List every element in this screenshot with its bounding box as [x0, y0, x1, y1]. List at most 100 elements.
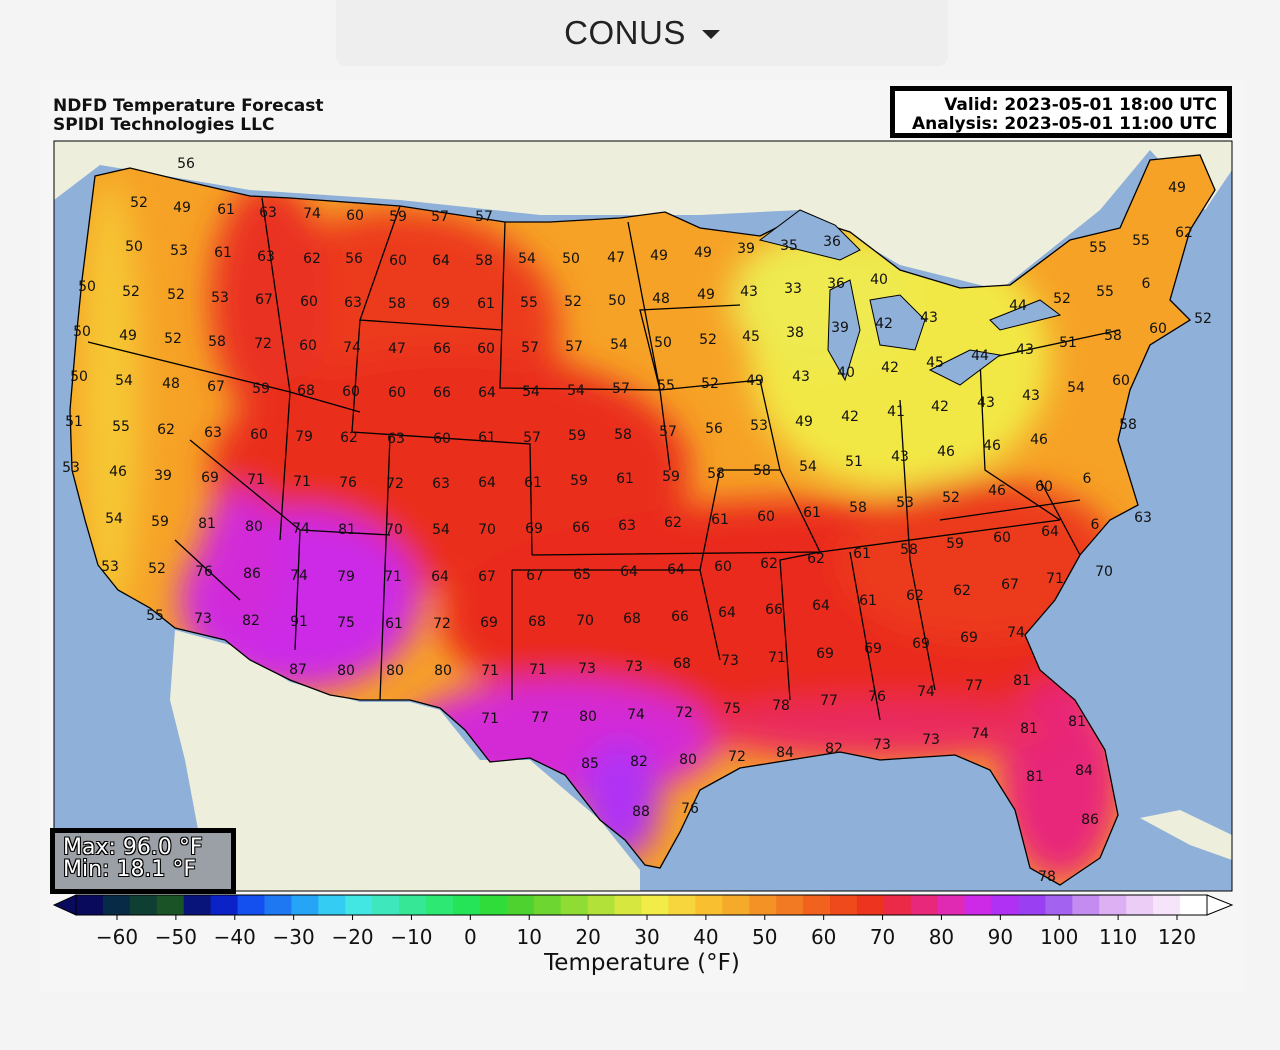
- temperature-label: 58: [849, 500, 867, 516]
- temperature-label: 59: [389, 209, 407, 225]
- forecast-figure: 56 52 49 61 63 74 60 59 57 57 50 53 61 63 62 56 60 64 58 54…: [40, 80, 1244, 992]
- temperature-label: 47: [388, 341, 406, 357]
- temperature-label: 43: [740, 284, 758, 300]
- temperature-label: 36: [823, 234, 841, 250]
- temperature-label: 39: [154, 468, 172, 484]
- temperature-label: 43: [977, 395, 995, 411]
- temperature-label: 60: [757, 509, 775, 525]
- temperature-label: 67: [1001, 577, 1019, 593]
- max-value: Max: 96.0 °F: [63, 835, 203, 860]
- temperature-label: 70: [576, 613, 594, 629]
- temperature-label: 56: [705, 421, 723, 437]
- temperature-label: 81: [338, 522, 356, 538]
- temperature-label: 55: [657, 378, 675, 394]
- temperature-label: 59: [252, 381, 270, 397]
- temperature-label: 39: [737, 241, 755, 257]
- colorbar-segment: [695, 895, 723, 915]
- temperature-label: 57: [612, 381, 630, 397]
- temperature-label: 50: [562, 251, 580, 267]
- valid-time-box: Valid: 2023-05-01 18:00 UTC Analysis: 20…: [890, 86, 1232, 138]
- temperature-label: 73: [721, 653, 739, 669]
- temperature-label: 78: [1038, 869, 1056, 885]
- colorbar-segment: [964, 895, 993, 915]
- temperature-label: 64: [718, 605, 736, 621]
- temperature-label: 61: [859, 593, 877, 609]
- colorbar-segment: [910, 895, 939, 915]
- colorbar-segment: [426, 895, 454, 915]
- temperature-label: 64: [432, 253, 450, 269]
- temperature-label: 54: [1067, 380, 1085, 396]
- temperature-label: 74: [303, 206, 321, 222]
- temperature-label: 33: [784, 281, 802, 297]
- colorbar-tick-label: −10: [390, 925, 432, 949]
- colorbar-tick-label: −40: [214, 925, 256, 949]
- temperature-label: 60: [1149, 321, 1167, 337]
- temperature-label: 79: [295, 429, 313, 445]
- colorbar-tick-label: 60: [811, 925, 836, 949]
- colorbar-segment: [210, 895, 239, 915]
- colorbar-segment: [156, 895, 185, 915]
- colorbar-tick-label: −60: [96, 925, 138, 949]
- canada-landmass: [54, 141, 1232, 290]
- temperature-label: 50: [654, 335, 672, 351]
- temperature-label: 57: [565, 339, 583, 355]
- temperature-label: 49: [1168, 180, 1186, 196]
- temperature-label: 60: [300, 294, 318, 310]
- colorbar: −60 −50 −40 −30 −20 −10 0 10 20 30 40 50 60 70 80 90 100…: [52, 894, 1234, 949]
- temperature-label: 62: [1175, 225, 1193, 241]
- colorbar-tick-label: −20: [331, 925, 373, 949]
- temperature-label: 58: [707, 466, 725, 482]
- temperature-label: 61: [853, 546, 871, 562]
- temperature-label: 51: [65, 414, 83, 430]
- temperature-label: 60: [714, 559, 732, 575]
- colorbar-segment: [1180, 895, 1208, 915]
- temperature-label: 59: [568, 428, 586, 444]
- temperature-label: 54: [567, 383, 585, 399]
- temperature-label: 6: [1083, 471, 1092, 487]
- colorbar-segment: [668, 895, 696, 915]
- temperature-label: 46: [937, 444, 955, 460]
- temperature-label: 55: [146, 608, 164, 624]
- temperature-label: 58: [900, 542, 918, 558]
- temperature-label: 77: [965, 678, 983, 694]
- colorbar-segment: [76, 895, 104, 915]
- region-dropdown[interactable]: CONUS: [336, 0, 948, 66]
- temperature-label: 69: [864, 641, 882, 657]
- temperature-label: 47: [607, 250, 625, 266]
- temperature-label: 73: [578, 661, 596, 677]
- colorbar-segment: [830, 895, 858, 915]
- max-min-box: Max: 96.0 °F Min: 18.1 °F: [50, 828, 236, 894]
- temperature-label: 53: [101, 559, 119, 575]
- colorbar-segment: [937, 895, 966, 915]
- temperature-label: 81: [198, 516, 216, 532]
- temperature-label: 72: [254, 336, 272, 352]
- temperature-label: 71: [481, 663, 499, 679]
- temperature-label: 69: [525, 521, 543, 537]
- temperature-label: 74: [292, 521, 310, 537]
- colorbar-segment: [991, 895, 1019, 915]
- temperature-label: 54: [799, 459, 817, 475]
- caret-down-icon: [701, 29, 720, 39]
- map-frame: [53, 140, 1233, 892]
- temperature-label: 62: [303, 251, 321, 267]
- temperature-label: 40: [870, 272, 888, 288]
- temperature-label: 76: [868, 689, 886, 705]
- temperature-label: 52: [1194, 311, 1212, 327]
- colorbar-segment: [641, 895, 669, 915]
- temperature-label: 39: [831, 320, 849, 336]
- temperature-label: 55: [520, 295, 538, 311]
- temperature-label: 80: [579, 709, 597, 725]
- temperature-label: 6: [1091, 517, 1100, 533]
- temperature-label: 60: [250, 427, 268, 443]
- temperature-label: 62: [807, 551, 825, 567]
- temperature-label: 50: [78, 279, 96, 295]
- colorbar-segment: [399, 895, 427, 915]
- temperature-label: 72: [386, 476, 404, 492]
- temperature-label: 54: [522, 384, 540, 400]
- temperature-label: 76: [195, 564, 213, 580]
- temperature-label: 54: [115, 373, 133, 389]
- temperature-label: 76: [681, 801, 699, 817]
- temperature-label: 58: [614, 427, 632, 443]
- temperature-label: 60: [388, 385, 406, 401]
- temperature-label: 82: [242, 613, 260, 629]
